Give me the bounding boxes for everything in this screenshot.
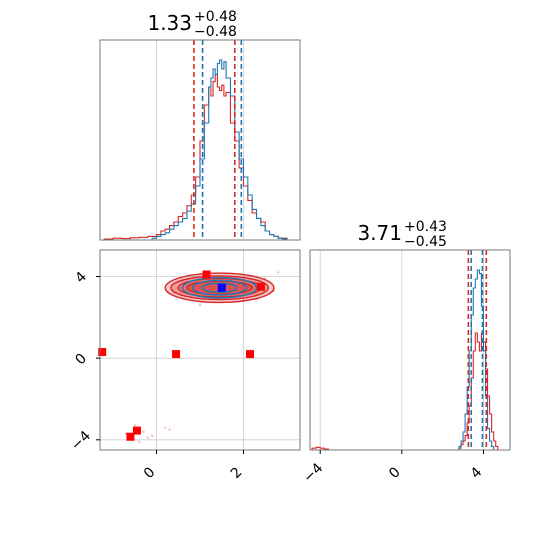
- red-square-marker: [126, 432, 135, 441]
- red-square-marker: [172, 350, 181, 359]
- blue-square-marker: [217, 283, 226, 292]
- param-2-histogram-frame: [309, 249, 511, 451]
- y-tick-label-param-2: 0: [72, 351, 90, 369]
- joint-panel-frame: [99, 249, 301, 451]
- series-a-histogram: [310, 269, 510, 451]
- red-square-marker: [246, 350, 254, 359]
- sample-point: [150, 434, 154, 437]
- x-tick-label-param-1: 0: [141, 464, 159, 482]
- title-lower-error: −0.45: [404, 234, 447, 250]
- sample-point: [137, 440, 141, 444]
- x-tick-label-param-1: 2: [228, 464, 246, 482]
- y-tick-label-param-2: 4: [72, 269, 90, 287]
- title-lower-error: −0.48: [194, 24, 237, 40]
- x-tick-label-param-2: 4: [468, 464, 486, 482]
- red-square-marker: [256, 282, 265, 291]
- sample-point: [168, 428, 171, 431]
- sample-point: [198, 303, 202, 307]
- title-value: 1.33: [147, 11, 192, 35]
- sample-point: [142, 430, 145, 433]
- sample-point: [164, 426, 167, 429]
- series-a-contour: [201, 282, 238, 293]
- y-tick-label-param-2: −4: [68, 428, 94, 454]
- sample-point: [146, 436, 150, 439]
- sample-point: [133, 424, 136, 427]
- series-a-histogram: [100, 59, 300, 241]
- title-upper-error: +0.48: [194, 9, 237, 25]
- title-upper-error: +0.43: [404, 219, 447, 235]
- red-square-marker: [202, 270, 211, 279]
- x-tick-label-param-2: 0: [386, 464, 404, 482]
- param-1-title: 1.33 +0.48−0.48: [147, 9, 236, 40]
- x-tick-label-param-2: −4: [300, 460, 326, 486]
- sample-point: [277, 271, 280, 274]
- param-1-histogram-frame: [99, 39, 301, 241]
- red-square-marker: [98, 348, 107, 357]
- series-b-histogram: [100, 73, 300, 241]
- param-2-title: 3.71 +0.43−0.45: [357, 219, 446, 250]
- series-b-histogram: [310, 332, 510, 451]
- series-a-contour: [181, 276, 258, 299]
- title-value: 3.71: [357, 221, 402, 245]
- red-square-marker: [132, 426, 141, 435]
- series-a-contour: [191, 279, 248, 296]
